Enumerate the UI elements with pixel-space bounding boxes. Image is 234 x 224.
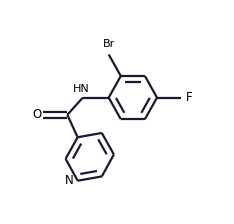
Text: Br: Br (102, 39, 115, 49)
Text: O: O (32, 108, 41, 121)
Text: N: N (65, 174, 73, 187)
Text: HN: HN (73, 84, 89, 94)
Text: F: F (186, 91, 192, 104)
